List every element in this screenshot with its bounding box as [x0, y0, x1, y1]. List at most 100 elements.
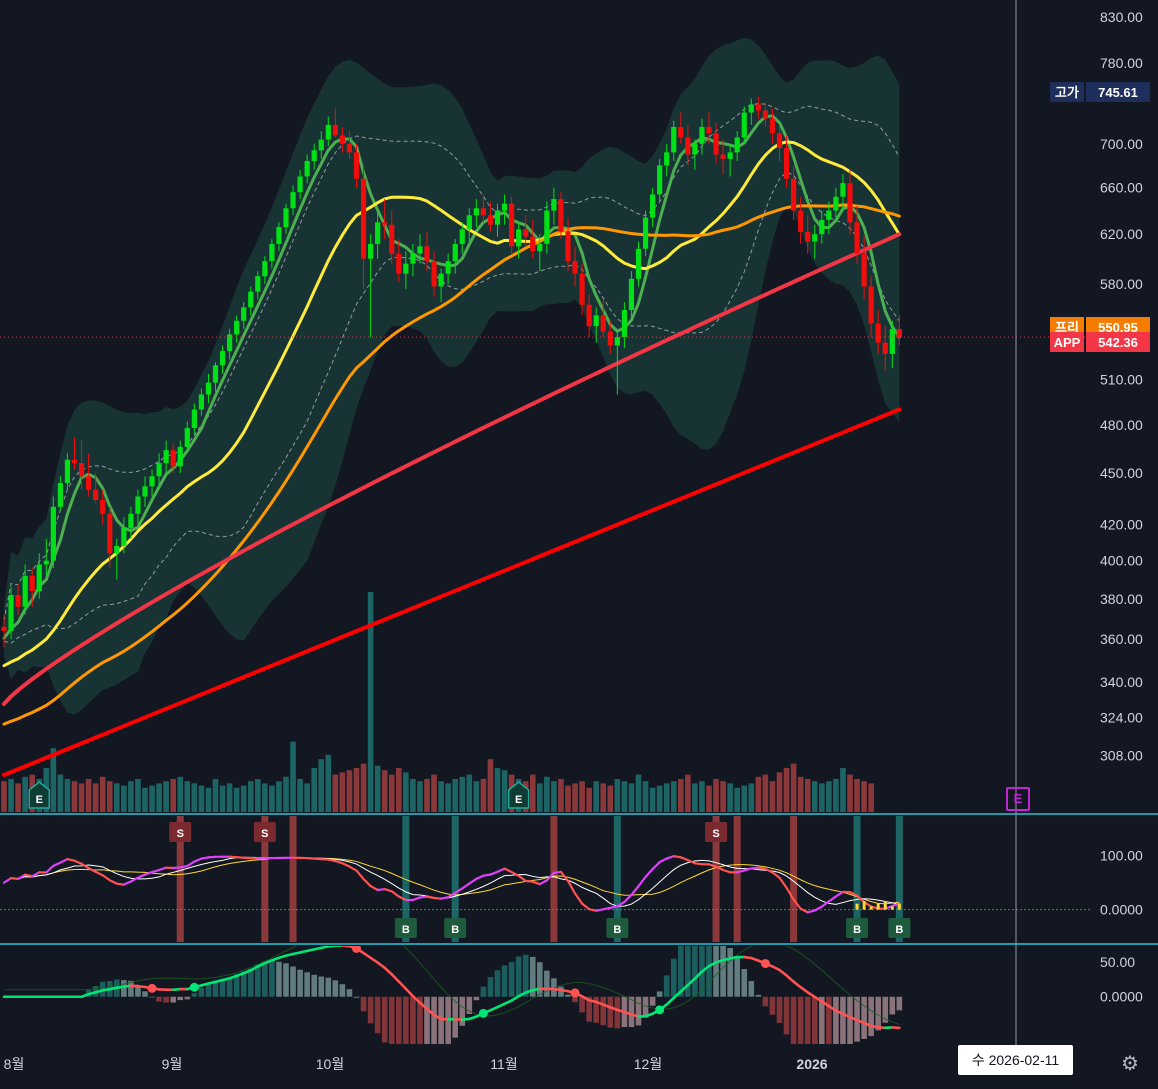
- signal-badge-bg: [394, 918, 417, 938]
- volume-bar: [106, 781, 113, 812]
- signal-column: [790, 816, 798, 942]
- histogram-bar: [473, 996, 480, 1001]
- volume-bar: [797, 776, 804, 812]
- histogram-main-line: [806, 990, 817, 999]
- oscillator-signal-fast: [3, 856, 900, 907]
- volume-bar: [670, 781, 677, 812]
- histogram-bar: [212, 980, 219, 997]
- volume-bar: [121, 785, 127, 812]
- histogram-bar: [579, 996, 585, 1013]
- signal-column: [451, 816, 459, 942]
- histogram-tick-label: 50.00: [1100, 954, 1135, 970]
- histogram-bar: [177, 996, 184, 1001]
- volume-bar: [99, 776, 106, 812]
- price-tick-label: 830.00: [1100, 9, 1143, 25]
- volume-bar: [642, 781, 649, 812]
- candle-body: [621, 310, 627, 338]
- oscillator-pane[interactable]: S S S B B B B B: [0, 816, 1090, 942]
- oscillator-line-segment: [115, 882, 125, 886]
- oscillator-line-segment: [588, 908, 598, 912]
- candle-body: [234, 320, 240, 335]
- buy-signal-badge: B: [394, 918, 417, 938]
- price-tag-value: 745.61: [1098, 85, 1138, 100]
- signal-column: [289, 816, 297, 942]
- price-tick-label: 340.00: [1100, 674, 1143, 690]
- time-axis[interactable]: 8월 9월 10월 11월 12월 2026: [4, 1056, 828, 1072]
- volume-bar: [290, 741, 296, 812]
- volume-bar: [424, 779, 430, 812]
- volume-bar: [276, 781, 282, 812]
- histogram-bar: [642, 996, 649, 1018]
- oscillator-line-segment: [764, 867, 774, 874]
- oscillator-line-segment: [672, 855, 682, 859]
- histogram-main-line: [510, 994, 520, 1002]
- signal-badge-label: B: [451, 924, 459, 936]
- volume-bar: [1, 781, 7, 812]
- histogram-bar: [191, 993, 198, 997]
- candle-body: [748, 104, 754, 113]
- candle-body: [671, 126, 677, 153]
- histogram-main-line: [841, 1012, 852, 1019]
- volume-bar: [692, 783, 698, 812]
- oscillator-minor-bar: [897, 903, 901, 910]
- volume-bar: [332, 774, 339, 812]
- candle-body: [459, 229, 465, 244]
- oscillator-line-segment: [595, 908, 605, 912]
- histogram-bar: [290, 966, 296, 997]
- candle-body: [487, 215, 494, 225]
- volume-bar: [255, 779, 261, 812]
- candle-body: [516, 229, 522, 247]
- volume-bar: [262, 783, 268, 812]
- candle-body: [149, 476, 155, 487]
- histogram-main-line: [425, 1007, 436, 1017]
- price-axis[interactable]: 830.00 780.00 700.00 660.00 620.00 580.00 510.…: [1100, 9, 1143, 1005]
- histogram-bar: [769, 996, 776, 1015]
- histogram-bar: [656, 991, 663, 997]
- volume-bar: [713, 779, 719, 812]
- candle-body: [537, 243, 543, 252]
- signal-column: [895, 816, 903, 942]
- candle-body: [262, 261, 268, 277]
- candle-body: [431, 261, 437, 287]
- volume-bar: [381, 770, 388, 812]
- candle-body: [396, 253, 402, 274]
- oscillator-line-segment: [693, 862, 704, 866]
- price-tag-label: APP: [1054, 335, 1081, 350]
- candle-body: [360, 178, 367, 259]
- oscillator-line-segment: [66, 857, 76, 862]
- event-marker[interactable]: E: [1006, 787, 1030, 811]
- oscillator-line-segment: [52, 861, 62, 867]
- candle-body: [50, 506, 56, 561]
- oscillator-line-segment: [538, 879, 548, 886]
- oscillator-line-segment: [580, 902, 591, 911]
- volume-bar: [360, 763, 367, 812]
- candle-body: [466, 215, 472, 230]
- candle-body: [558, 199, 564, 232]
- gear-icon[interactable]: ⚙: [1121, 1053, 1139, 1075]
- oscillator-line-segment: [397, 895, 407, 902]
- candle-body: [424, 246, 430, 262]
- histogram-bar: [226, 976, 233, 997]
- histogram-tick-label: 0.0000: [1100, 989, 1143, 1005]
- volume-bar: [78, 783, 85, 812]
- histogram-bar: [255, 964, 261, 997]
- histogram-main-line: [404, 987, 415, 998]
- candle-body: [445, 261, 451, 274]
- oscillator-line-segment: [376, 887, 386, 892]
- oscillator-line-segment: [186, 860, 196, 868]
- candle-body: [572, 261, 578, 274]
- histogram-pane[interactable]: [2, 922, 903, 1077]
- histogram-bar: [240, 971, 247, 997]
- candle-body: [889, 328, 895, 354]
- oscillator-line-segment: [573, 892, 584, 905]
- oscillator-line-segment: [665, 855, 675, 860]
- histogram-envelope: [4, 946, 900, 1025]
- histogram-bar: [431, 996, 437, 1044]
- oscillator-line-segment: [158, 866, 168, 872]
- oscillator-line-segment: [778, 876, 788, 889]
- histogram-bar: [875, 996, 881, 1031]
- candle-body: [452, 243, 458, 262]
- histogram-bar: [692, 946, 698, 997]
